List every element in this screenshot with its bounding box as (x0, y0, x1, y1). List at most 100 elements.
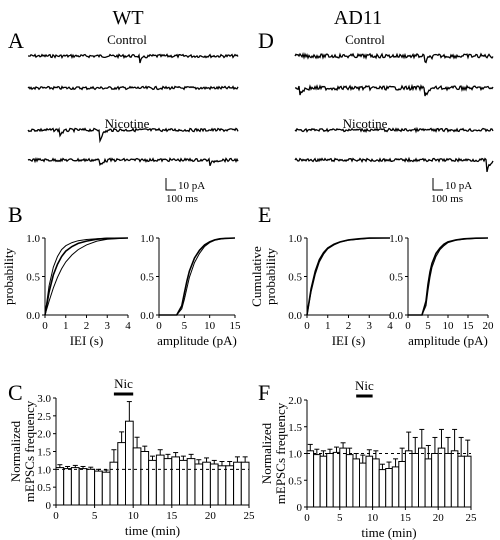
x-tick-label: 0 (42, 320, 48, 332)
bar (155, 454, 165, 506)
x-tick-label: 5 (337, 512, 343, 524)
x-tick-label: 5 (92, 510, 98, 522)
scale-label-time-wt: 100 ms (166, 193, 198, 205)
bar (359, 462, 367, 508)
trace-wt-control-2 (27, 85, 239, 91)
y-axis-label-line-1: Cumulative (249, 246, 264, 307)
bar (70, 467, 80, 506)
x-tick-label: 15 (230, 320, 242, 332)
y-axis-label-line-2: mEPSCs frequency (22, 400, 37, 502)
x-tick-label: 15 (166, 510, 178, 522)
trace-label-nicotine-wt: Nicotine (105, 116, 150, 131)
scale-label-time-ad11: 100 ms (431, 193, 463, 205)
y-tick-label: 0 (46, 500, 52, 512)
panel-letter-c: C (8, 380, 23, 405)
x-tick-label: 0 (304, 512, 310, 524)
cumulative-series-line (44, 237, 128, 316)
y-tick-label: 0.5 (140, 272, 154, 284)
x-tick-label: 2 (346, 320, 352, 332)
nicotine-annotation-label: Nic (355, 378, 374, 393)
trace-wt-control-1 (28, 53, 239, 64)
trace-wt-nicotine-2 (27, 156, 239, 167)
x-tick-label: 1 (63, 320, 69, 332)
y-tick-label: 1.5 (288, 422, 302, 434)
x-axis-label: time (min) (125, 523, 180, 538)
scale-label-current-wt: 10 pA (178, 180, 205, 192)
bar (365, 455, 374, 508)
trace-ad11-nicotine-2 (294, 156, 494, 173)
group-title-wt: WT (112, 7, 143, 29)
x-tick-label: 4 (387, 320, 393, 332)
scale-bar-wt: 10 pA 100 ms (165, 178, 205, 205)
x-tick-label: 1 (325, 320, 331, 332)
y-tick-label: 1.0 (389, 233, 403, 245)
bar (148, 459, 157, 506)
trace-label-control-wt: Control (107, 32, 147, 47)
bar (463, 455, 472, 508)
y-tick-label: 0.5 (26, 272, 40, 284)
bar (101, 471, 111, 506)
bar (109, 461, 119, 506)
bar (418, 447, 426, 508)
bar (55, 467, 65, 506)
bar (345, 454, 354, 508)
x-axis-label: time (min) (361, 525, 416, 540)
x-axis-label: IEI (s) (70, 333, 104, 348)
chart-b-iei-cumulative: 0 1 2 3 4 0.0 0.5 1.0 IEI (s) Cumulative probabili… (0, 233, 131, 348)
bar (372, 458, 380, 508)
trace-label-control-ad11: Control (345, 32, 385, 47)
y-tick-label: 3.0 (37, 393, 51, 405)
y-tick-label: 0.0 (140, 310, 154, 322)
bar (378, 469, 387, 508)
y-tick-label: 1.0 (288, 233, 302, 245)
bar (209, 463, 219, 506)
chart-e-iei-cumulative: 0 1 2 3 4 0.0 0.5 1.0 IEI (s) Cumulative probabili… (249, 233, 393, 348)
bar (444, 453, 452, 508)
y-tick-label: 0.5 (37, 482, 51, 494)
x-axis-label: IEI (s) (332, 333, 366, 348)
x-tick-label: 10 (443, 320, 455, 332)
bar (163, 458, 173, 506)
x-tick-label: 3 (367, 320, 373, 332)
cumulative-series-line (306, 237, 390, 316)
trace-label-nicotine-ad11: Nicotine (343, 116, 388, 131)
bar (86, 468, 96, 506)
cumulative-series-line (159, 237, 236, 316)
cumulative-series-line (159, 237, 236, 316)
bar (398, 461, 406, 508)
bar (391, 466, 400, 508)
group-title-ad11: AD11 (334, 7, 382, 29)
y-axis-label-line-2: mEPSCs frequency (273, 402, 288, 504)
y-tick-label: 1.0 (37, 464, 51, 476)
y-tick-label: 1.0 (288, 449, 302, 461)
bar (306, 450, 315, 508)
x-tick-label: 10 (128, 510, 140, 522)
y-tick-label: 2.0 (37, 429, 51, 441)
y-axis-label-line-2: probability (263, 247, 278, 305)
cumulative-series-line (306, 237, 391, 316)
x-tick-label: 3 (105, 320, 111, 332)
bar (431, 453, 439, 508)
bar (424, 458, 433, 508)
x-tick-label: 5 (425, 320, 431, 332)
bar (326, 453, 334, 508)
cumulative-series-line (44, 237, 129, 316)
bar (319, 455, 328, 508)
nicotine-annotation-label: Nic (114, 376, 133, 391)
recording-traces (27, 52, 494, 173)
x-tick-label: 0 (405, 320, 411, 332)
y-tick-label: 0.5 (288, 272, 302, 284)
bar (233, 461, 242, 506)
panel-letter-e: E (258, 202, 271, 227)
x-tick-label: 10 (367, 512, 379, 524)
scale-bar-ad11: 10 pA 100 ms (431, 178, 472, 205)
panel-letter-b: B (8, 202, 23, 227)
panel-letter-d: D (258, 28, 274, 53)
y-axis-label-line-1: Normalized (259, 422, 274, 484)
y-tick-label: 2.5 (37, 411, 51, 423)
bar (179, 459, 188, 506)
bar (94, 470, 103, 506)
bar (332, 451, 341, 508)
bar (117, 442, 127, 506)
x-tick-label: 15 (463, 320, 475, 332)
